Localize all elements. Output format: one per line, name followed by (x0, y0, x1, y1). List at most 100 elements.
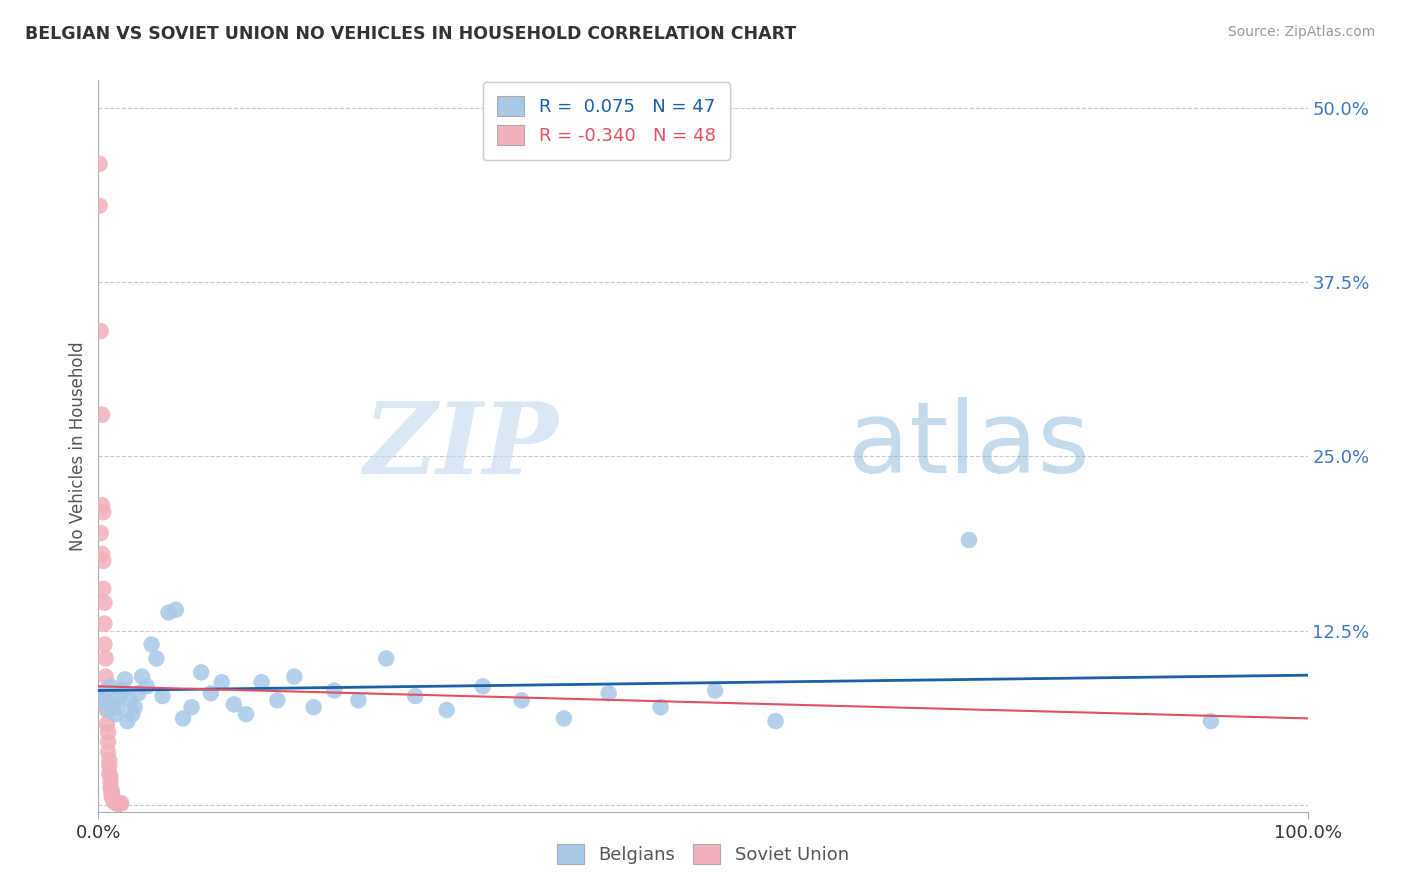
Point (107, 797, 129, 811)
Point (97, 745, 120, 759)
Point (91, 498, 114, 512)
Point (598, 686, 620, 700)
Point (957, 533, 980, 547)
Point (91, 693, 114, 707)
Point (211, 675, 233, 690)
Point (108, 689, 131, 703)
Y-axis label: No Vehicles in Household: No Vehicles in Household (69, 341, 87, 551)
Point (100, 784, 122, 798)
Point (100, 770, 122, 784)
Point (91, 547, 114, 561)
Point (404, 689, 426, 703)
Point (94, 686, 117, 700)
Point (98, 767, 121, 781)
Point (91, 505, 114, 519)
Point (91, 582, 114, 596)
Point (157, 606, 180, 620)
Point (127, 686, 149, 700)
Point (650, 700, 672, 714)
Point (190, 665, 212, 680)
Point (108, 797, 131, 811)
Point (90, 526, 112, 541)
Point (104, 707, 127, 722)
Point (105, 797, 128, 811)
Point (107, 700, 129, 714)
Point (107, 797, 129, 811)
Point (93, 596, 115, 610)
Point (97, 735, 120, 749)
Point (101, 790, 124, 805)
Point (553, 711, 575, 725)
Point (90, 324, 112, 338)
Point (91, 408, 114, 422)
Point (375, 651, 398, 665)
Point (97, 703, 120, 717)
Point (765, 714, 787, 728)
Point (704, 683, 727, 698)
Point (100, 787, 122, 801)
Point (108, 797, 131, 811)
Point (103, 795, 125, 809)
Point (93, 616, 115, 631)
Point (222, 698, 245, 712)
Point (436, 703, 458, 717)
Point (94, 669, 117, 683)
Point (101, 698, 124, 712)
Legend: R =  0.075   N = 47, R = -0.340   N = 48: R = 0.075 N = 47, R = -0.340 N = 48 (482, 82, 730, 160)
Text: Source: ZipAtlas.com: Source: ZipAtlas.com (1227, 25, 1375, 39)
Point (266, 693, 288, 707)
Point (96, 693, 118, 707)
Point (283, 669, 305, 683)
Text: ZIP: ZIP (363, 398, 558, 494)
Point (302, 700, 325, 714)
Point (124, 700, 146, 714)
Point (141, 638, 163, 652)
Point (104, 795, 127, 809)
Point (347, 693, 370, 707)
Point (89, 199, 111, 213)
Point (510, 693, 533, 707)
Point (103, 794, 125, 808)
Point (93, 638, 115, 652)
Point (1199, 714, 1222, 728)
Point (121, 707, 143, 722)
Point (165, 603, 187, 617)
Point (98, 758, 121, 772)
Point (235, 707, 257, 722)
Point (180, 700, 202, 714)
Point (100, 679, 122, 693)
Point (91, 554, 114, 568)
Point (152, 689, 174, 703)
Point (103, 794, 125, 808)
Point (200, 686, 222, 700)
Point (100, 780, 122, 795)
Point (94, 651, 117, 665)
Point (96, 717, 118, 731)
Point (98, 753, 121, 767)
Point (108, 797, 131, 811)
Point (110, 797, 132, 811)
Point (105, 797, 128, 811)
Point (135, 679, 157, 693)
Point (250, 675, 273, 690)
Point (172, 711, 194, 725)
Point (145, 651, 167, 665)
Text: BELGIAN VS SOVIET UNION NO VEHICLES IN HOUSEHOLD CORRELATION CHART: BELGIAN VS SOVIET UNION NO VEHICLES IN H… (25, 25, 797, 43)
Legend: Belgians, Soviet Union: Belgians, Soviet Union (543, 830, 863, 879)
Point (118, 693, 141, 707)
Point (101, 792, 124, 806)
Point (94, 683, 117, 698)
Text: atlas: atlas (848, 398, 1090, 494)
Point (97, 725, 120, 739)
Point (96, 703, 118, 717)
Point (89, 157, 111, 171)
Point (105, 797, 128, 811)
Point (100, 775, 122, 789)
Point (323, 683, 346, 698)
Point (131, 669, 153, 683)
Point (117, 714, 139, 728)
Point (114, 673, 136, 687)
Point (471, 679, 494, 693)
Point (108, 797, 131, 811)
Point (111, 683, 134, 698)
